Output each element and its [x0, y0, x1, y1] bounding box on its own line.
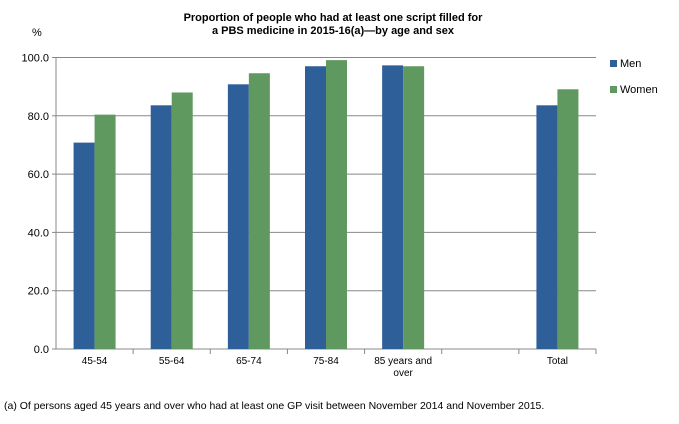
bar-men — [227, 84, 249, 350]
bar-men — [150, 105, 172, 349]
x-tick-label: 65-74 — [236, 356, 262, 367]
x-tick-label: over — [393, 368, 413, 379]
bar-men — [536, 105, 558, 349]
y-tick-label: 100.0 — [21, 53, 49, 65]
x-tick-label: 75-84 — [313, 356, 339, 367]
x-tick-label: 85 years and — [374, 356, 432, 367]
bar-women — [94, 114, 116, 349]
x-tick-label: 45-54 — [82, 356, 108, 367]
bar-women — [326, 60, 347, 349]
legend-label: Men — [620, 58, 641, 70]
y-axis-label: % — [32, 27, 42, 39]
y-tick-label: 80.0 — [28, 111, 49, 123]
y-tick-label: 40.0 — [28, 227, 49, 239]
bar-men — [382, 65, 404, 350]
chart-title: Proportion of people who had at least on… — [184, 12, 484, 24]
y-tick-label: 20.0 — [28, 286, 49, 298]
legend-swatch — [610, 86, 617, 93]
bar-women — [171, 92, 193, 349]
x-tick-label: Total — [547, 356, 568, 367]
legend-swatch — [610, 60, 617, 67]
bar-men — [305, 66, 326, 350]
bar-women — [557, 89, 579, 349]
bar-women — [248, 73, 270, 349]
chart-title: a PBS medicine in 2015-16(a)—by age and … — [212, 25, 455, 37]
bar-women — [403, 66, 425, 350]
x-tick-label: 55-64 — [159, 356, 185, 367]
y-tick-label: 60.0 — [28, 169, 49, 181]
footnote: (a) Of persons aged 45 years and over wh… — [4, 400, 544, 412]
legend-label: Women — [620, 84, 658, 96]
bar-men — [73, 142, 95, 349]
y-tick-label: 0.0 — [34, 344, 49, 356]
